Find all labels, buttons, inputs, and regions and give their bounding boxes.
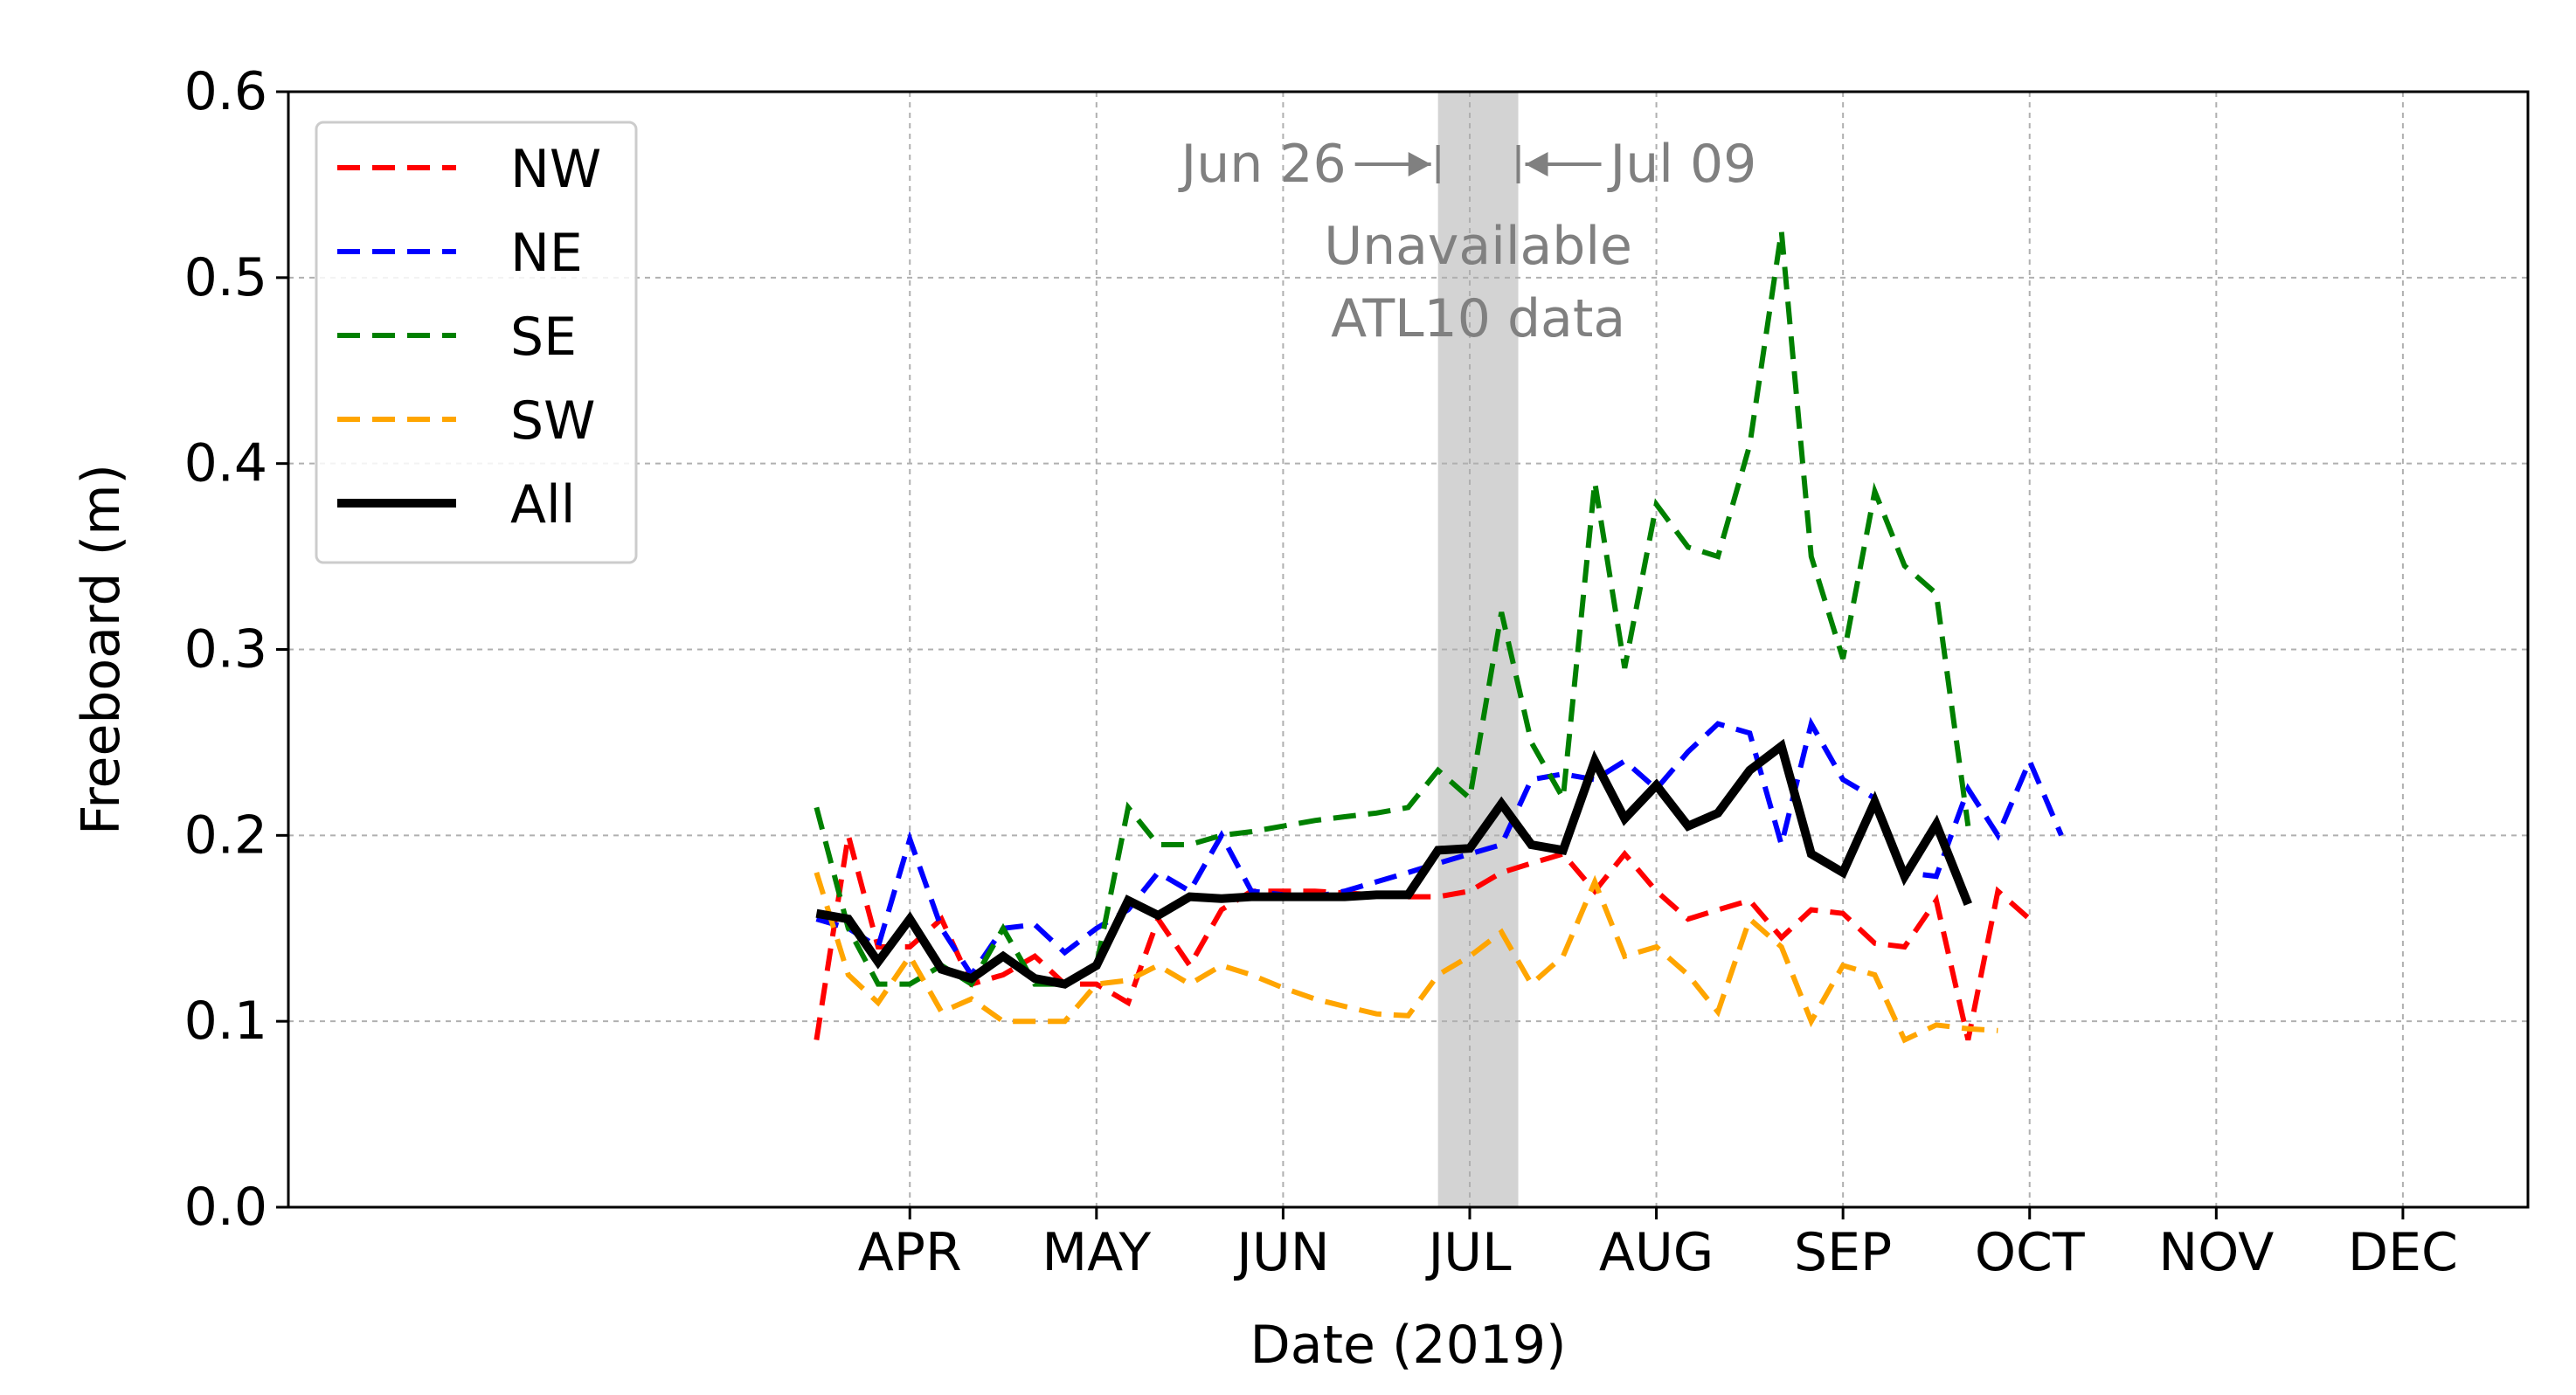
- x-tick-label: OCT: [1975, 1222, 2085, 1283]
- series-group: [814, 231, 2064, 1044]
- series-line-sw: [814, 872, 1998, 1044]
- legend: NW NE SE SW All: [315, 121, 638, 564]
- gap-end-arrow-head: [1525, 152, 1548, 176]
- x-tick-label: JUN: [1233, 1222, 1330, 1283]
- y-tick-label: 0.0: [184, 1177, 267, 1238]
- x-tick-label: NOV: [2158, 1222, 2274, 1283]
- gap-note-line-2: ATL10 data: [1331, 288, 1625, 349]
- legend-label-se: SE: [510, 307, 577, 368]
- x-tick-label: SEP: [1794, 1222, 1892, 1283]
- series-line-se: [814, 231, 1971, 988]
- gap-start-label: Jun 26: [1178, 134, 1347, 195]
- series-line-nw: [814, 834, 2032, 1041]
- x-tick-label: DEC: [2348, 1222, 2458, 1283]
- x-tick-label: AUG: [1599, 1222, 1714, 1283]
- x-axis-title: Date (2019): [1250, 1315, 1567, 1376]
- series-line-all: [815, 738, 1972, 989]
- axis-ticks: APR MAY JUN JUL AUG SEP OCT NOV DEC 0.0 0.1 0.2 0.3 0…: [184, 61, 2458, 1283]
- gap-start-arrow-head: [1408, 152, 1431, 176]
- series-line-ne: [815, 716, 2064, 980]
- legend-label-nw: NW: [510, 139, 601, 200]
- legend-label-all: All: [510, 474, 575, 535]
- y-tick-label: 0.6: [184, 61, 267, 122]
- y-tick-label: 0.1: [184, 991, 267, 1052]
- y-tick-label: 0.3: [184, 619, 267, 680]
- x-tick-label: JUL: [1424, 1222, 1512, 1283]
- y-tick-label: 0.5: [184, 247, 267, 308]
- x-tick-label: MAY: [1042, 1222, 1151, 1283]
- gap-end-label: Jul 09: [1607, 134, 1757, 195]
- y-axis-title: Freeboard (m): [71, 464, 132, 835]
- y-tick-label: 0.2: [184, 805, 267, 866]
- gap-note-line-1: Unavailable: [1324, 216, 1632, 277]
- x-tick-label: APR: [858, 1222, 962, 1283]
- legend-label-sw: SW: [510, 390, 595, 452]
- y-tick-label: 0.4: [184, 433, 267, 494]
- gap-annotation: Jun 26 Jul 09 Unavailable ATL10 data: [1178, 134, 1757, 349]
- legend-label-ne: NE: [510, 223, 583, 284]
- legend-box: [315, 121, 638, 564]
